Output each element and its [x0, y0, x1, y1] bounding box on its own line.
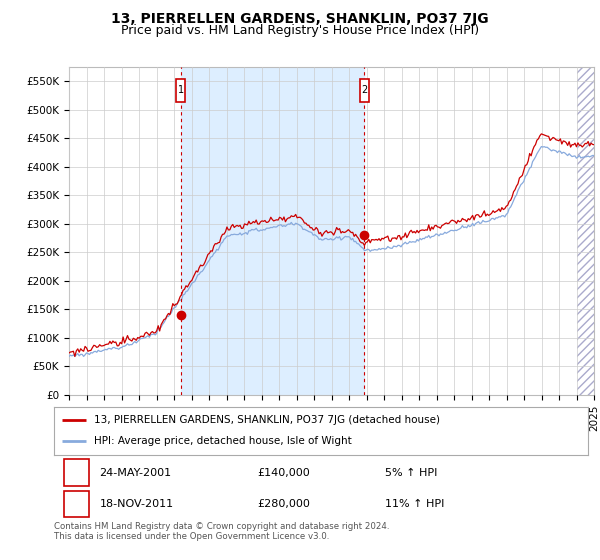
- FancyBboxPatch shape: [360, 78, 369, 101]
- Bar: [594, 67, 600, 395]
- Bar: [181, 67, 364, 395]
- Text: 13, PIERRELLEN GARDENS, SHANKLIN, PO37 7JG: 13, PIERRELLEN GARDENS, SHANKLIN, PO37 7…: [111, 12, 489, 26]
- Bar: [577, 67, 594, 395]
- Text: HPI: Average price, detached house, Isle of Wight: HPI: Average price, detached house, Isle…: [94, 436, 352, 446]
- Text: 1: 1: [73, 468, 80, 478]
- Text: £140,000: £140,000: [257, 468, 310, 478]
- Text: Contains HM Land Registry data © Crown copyright and database right 2024.
This d: Contains HM Land Registry data © Crown c…: [54, 522, 389, 542]
- Text: 2: 2: [361, 85, 368, 95]
- Text: 24-MAY-2001: 24-MAY-2001: [100, 468, 172, 478]
- FancyBboxPatch shape: [64, 491, 89, 517]
- Text: Price paid vs. HM Land Registry's House Price Index (HPI): Price paid vs. HM Land Registry's House …: [121, 24, 479, 36]
- FancyBboxPatch shape: [64, 459, 89, 486]
- Text: 2: 2: [73, 499, 80, 509]
- Text: 18-NOV-2011: 18-NOV-2011: [100, 499, 173, 509]
- Text: 11% ↑ HPI: 11% ↑ HPI: [385, 499, 445, 509]
- Text: £280,000: £280,000: [257, 499, 310, 509]
- Text: 5% ↑ HPI: 5% ↑ HPI: [385, 468, 437, 478]
- Text: 13, PIERRELLEN GARDENS, SHANKLIN, PO37 7JG (detached house): 13, PIERRELLEN GARDENS, SHANKLIN, PO37 7…: [94, 416, 440, 426]
- FancyBboxPatch shape: [176, 78, 185, 101]
- Text: 1: 1: [178, 85, 184, 95]
